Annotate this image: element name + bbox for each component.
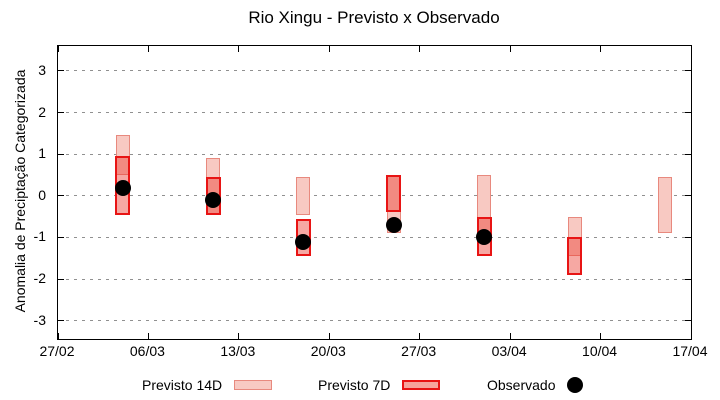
x-tick-bottom [690, 333, 692, 339]
gridline-y-3 [58, 70, 691, 72]
previsto-7d-bar [567, 237, 583, 275]
previsto-14d-bar [296, 177, 311, 215]
previsto-14d-swatch-icon [234, 380, 273, 390]
x-tick-label: 13/03 [220, 343, 256, 359]
y-tick-left [58, 236, 64, 238]
x-tick-label: 06/03 [129, 343, 165, 359]
x-tick-top [419, 46, 421, 52]
previsto-7d-bar [386, 175, 402, 213]
y-tick-label: 3 [38, 61, 46, 78]
x-tick-top [57, 46, 59, 52]
y-tick-label: 2 [38, 103, 46, 120]
plot-area [57, 45, 692, 340]
x-tick-top [600, 46, 602, 52]
y-tick-label: -2 [33, 270, 46, 287]
gridline-y--3 [58, 320, 691, 322]
y-tick-right [685, 195, 691, 197]
x-tick-label: 27/02 [39, 343, 75, 359]
x-tick-bottom [147, 333, 149, 339]
observado-point [295, 233, 312, 250]
observado-point [114, 179, 131, 196]
y-tick-left [58, 112, 64, 114]
legend-label-previsto-14d: Previsto 14D [142, 377, 223, 393]
y-tick-left [58, 70, 64, 72]
legend-item-previsto-14d: Previsto 14D [142, 372, 273, 398]
y-tick-right [685, 112, 691, 114]
gridline-y--1 [58, 236, 691, 238]
gridline-y-0 [58, 195, 691, 197]
previsto-14d-bar [115, 135, 130, 175]
previsto-7d-swatch-icon [402, 380, 441, 390]
y-tick-left [58, 195, 64, 197]
y-tick-right [685, 278, 691, 280]
y-tick-left [58, 153, 64, 155]
gridline-y-1 [58, 153, 691, 155]
y-tick-right [685, 236, 691, 238]
legend-item-observado: Observado [487, 372, 584, 398]
x-tick-bottom [509, 333, 511, 339]
observado-point [205, 191, 222, 208]
chart-title: Rio Xingu - Previsto x Observado [248, 8, 500, 27]
observado-dot-icon [567, 377, 584, 393]
x-tick-bottom [238, 333, 240, 339]
y-tick-right [685, 153, 691, 155]
legend-label-previsto-7d: Previsto 7D [318, 377, 391, 393]
legend: Previsto 14D Previsto 7D Observado [0, 372, 720, 398]
x-tick-top [328, 46, 330, 52]
gridline-y-2 [58, 112, 691, 114]
x-tick-top [147, 46, 149, 52]
observado-point [385, 216, 402, 233]
x-tick-label: 03/04 [491, 343, 527, 359]
x-tick-label: 20/03 [310, 343, 346, 359]
y-tick-label: -3 [33, 311, 46, 328]
x-tick-bottom [328, 333, 330, 339]
observado-point [476, 229, 493, 246]
y-tick-label: -1 [33, 228, 46, 245]
previsto-14d-bar [658, 177, 673, 234]
x-tick-bottom [600, 333, 602, 339]
y-tick-right [685, 320, 691, 322]
gridline-y--2 [58, 278, 691, 280]
previsto-14d-bar [567, 216, 582, 257]
y-tick-right [685, 70, 691, 72]
y-tick-label: 1 [38, 145, 46, 162]
legend-item-previsto-7d: Previsto 7D [318, 372, 441, 398]
x-tick-top [509, 46, 511, 52]
x-tick-top [690, 46, 692, 52]
y-tick-left [58, 320, 64, 322]
y-tick-label: 0 [38, 186, 46, 203]
x-tick-label: 10/04 [582, 343, 618, 359]
x-tick-bottom [419, 333, 421, 339]
x-tick-label: 27/03 [401, 343, 437, 359]
x-tick-label: 17/04 [672, 343, 708, 359]
x-tick-bottom [57, 333, 59, 339]
x-tick-top [238, 46, 240, 52]
y-tick-left [58, 278, 64, 280]
legend-label-observado: Observado [487, 377, 556, 393]
